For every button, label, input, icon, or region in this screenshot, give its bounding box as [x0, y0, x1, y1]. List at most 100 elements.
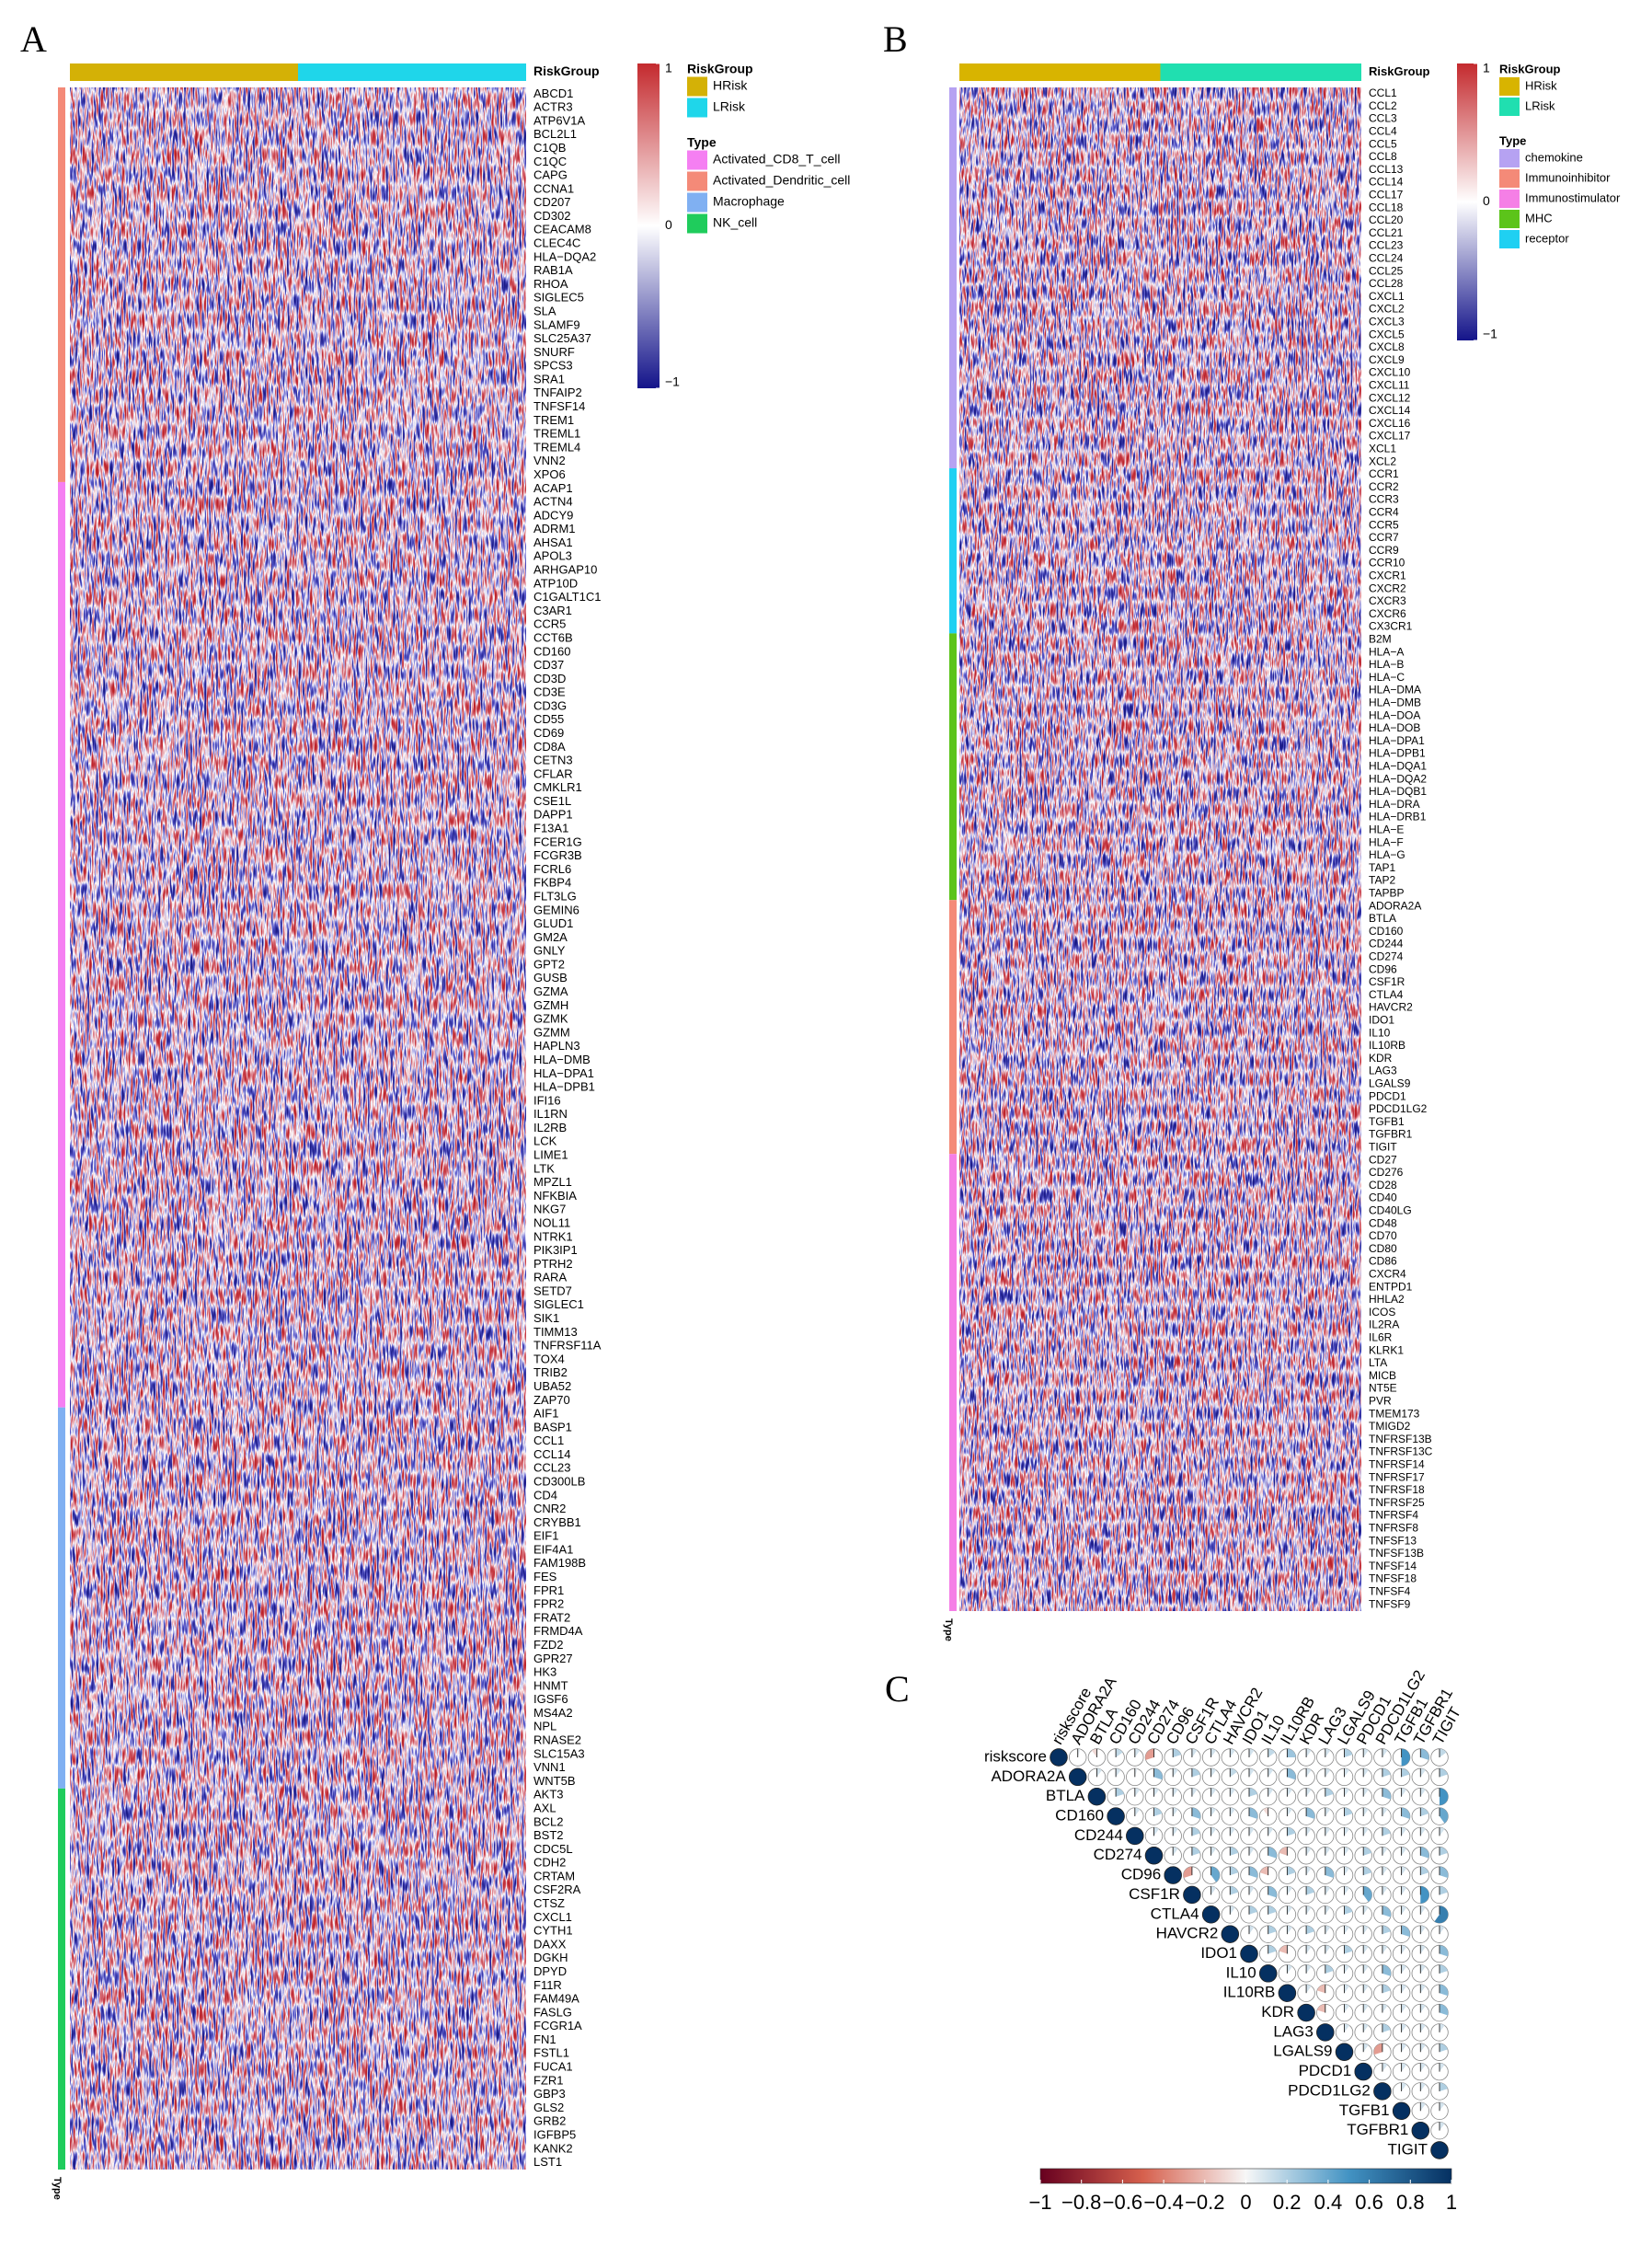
gene-label: CXCL8 — [1369, 340, 1405, 353]
gene-label: F11R — [533, 1978, 562, 1992]
correlation-pie — [1401, 1768, 1410, 1778]
correlation-pie — [1325, 1807, 1331, 1817]
correlation-pie — [1335, 2043, 1354, 2061]
gene-label: CCL1 — [533, 1433, 564, 1447]
gene-label: ACTR3 — [533, 100, 573, 114]
gene-label: AXL — [533, 1801, 556, 1814]
correlation-pie — [1306, 1964, 1312, 1974]
correlation-pie — [1325, 1945, 1331, 1954]
gene-label: DAPP1 — [533, 808, 573, 822]
correlation-pie — [1363, 1866, 1372, 1876]
correlation-pie — [1325, 1964, 1334, 1974]
correlation-pie — [1401, 1905, 1407, 1915]
legend-key — [687, 213, 707, 234]
gene-label: HLA−DOA — [1369, 708, 1420, 721]
correlation-pie — [1134, 1748, 1141, 1757]
gene-label: CCL20 — [1369, 213, 1404, 226]
correlation-pie — [1344, 1945, 1353, 1954]
type-bar — [949, 468, 957, 634]
legend-key — [1499, 230, 1520, 248]
gene-label: TRIB2 — [533, 1365, 568, 1379]
gene-label: ADORA2A — [1369, 899, 1421, 912]
gene-label: CCL2 — [1369, 99, 1397, 112]
row-label: CD274 — [1094, 1846, 1142, 1863]
correlation-pie — [1363, 2023, 1369, 2032]
gene-label: DGKH — [533, 1951, 568, 1964]
colorbar-tick-label: 0 — [1240, 2191, 1251, 2214]
correlation-pie — [1230, 1827, 1235, 1836]
correlation-pie — [1401, 1748, 1410, 1767]
gene-label: HLA−DRA — [1369, 798, 1420, 811]
correlation-pie — [1344, 1984, 1349, 1994]
gene-label: BCL2 — [533, 1814, 564, 1828]
correlation-pie — [1440, 2023, 1445, 2032]
gene-label: GPT2 — [533, 957, 565, 971]
row-label: riskscore — [984, 1747, 1047, 1765]
gene-label: CXCR6 — [1369, 607, 1406, 620]
legend-key — [687, 171, 707, 191]
row-label: CD160 — [1055, 1807, 1104, 1825]
correlation-pie — [1420, 1807, 1429, 1817]
correlation-pie — [1210, 1748, 1217, 1757]
legend-title: Type — [1499, 133, 1526, 147]
risk-bar — [70, 63, 298, 81]
gene-label: GZMH — [533, 998, 568, 1012]
colorbar-tick-label: 1 — [1483, 61, 1490, 75]
correlation-pie — [1420, 2004, 1426, 2013]
gene-label: GRB2 — [533, 2114, 566, 2128]
correlation-pie — [1363, 1807, 1369, 1817]
correlation-pie — [1382, 2004, 1388, 2013]
correlation-pie — [1401, 2023, 1407, 2032]
gene-label: HLA−DOB — [1369, 721, 1420, 734]
correlation-pie — [1401, 1807, 1410, 1819]
correlation-pie — [1087, 1787, 1107, 1806]
gene-label: MICB — [1369, 1369, 1396, 1382]
correlation-pie — [1210, 1807, 1217, 1817]
gene-label: FUCA1 — [533, 2060, 573, 2074]
correlation-pie — [1173, 1748, 1182, 1757]
gene-label: GZMM — [533, 1025, 570, 1039]
correlation-pie — [1116, 1748, 1123, 1757]
correlation-pie — [1268, 1788, 1274, 1797]
correlation-pie — [1263, 1807, 1268, 1817]
gene-label: CCL3 — [1369, 112, 1397, 125]
gene-label: GZMK — [533, 1012, 568, 1026]
row-label: CSF1R — [1129, 1885, 1180, 1903]
gene-label: BST2 — [533, 1828, 564, 1842]
correlation-pie — [1268, 1768, 1274, 1778]
correlation-pie — [1144, 1847, 1164, 1865]
gene-label: TNFSF9 — [1369, 1597, 1411, 1610]
correlation-pie — [1325, 1768, 1331, 1778]
gene-label: TAP2 — [1369, 874, 1395, 887]
correlation-pie — [1306, 1925, 1314, 1935]
type-bar — [58, 1407, 65, 1789]
colorbar-tick-label: −1 — [1483, 327, 1497, 341]
gene-label: CD80 — [1369, 1242, 1397, 1255]
row-label: LGALS9 — [1273, 2043, 1332, 2060]
correlation-pie — [1440, 1807, 1449, 1824]
correlation-pie — [1191, 1807, 1201, 1819]
gene-label: ATP10D — [533, 576, 578, 590]
correlation-pie — [1382, 1984, 1391, 1994]
gene-label: CD27 — [1369, 1153, 1397, 1166]
gene-label: FPR2 — [533, 1597, 564, 1611]
correlation-pie — [1230, 1807, 1235, 1817]
row-label: IL10 — [1226, 1963, 1256, 1981]
gene-label: CXCL2 — [1369, 303, 1405, 316]
gene-label: FAM198B — [533, 1556, 586, 1570]
correlation-pie — [1420, 1827, 1426, 1836]
gene-label: CXCL3 — [1369, 315, 1405, 328]
correlation-pie — [1382, 1768, 1391, 1778]
gene-label: FRAT2 — [533, 1610, 570, 1624]
gene-label: EIF1 — [533, 1529, 558, 1543]
gene-label: CXCR3 — [1369, 594, 1406, 607]
heatmap-texture — [70, 87, 526, 2170]
colorbar-tick-label: 0 — [665, 217, 672, 232]
correlation-pie — [1230, 1886, 1239, 1895]
row-label: ADORA2A — [991, 1767, 1066, 1785]
gene-label: TOX4 — [533, 1352, 565, 1365]
gene-label: NKG7 — [533, 1203, 566, 1216]
correlation-pie — [1420, 2082, 1426, 2091]
gene-label: TNFAIP2 — [533, 386, 582, 399]
correlation-pie — [1249, 1827, 1255, 1836]
